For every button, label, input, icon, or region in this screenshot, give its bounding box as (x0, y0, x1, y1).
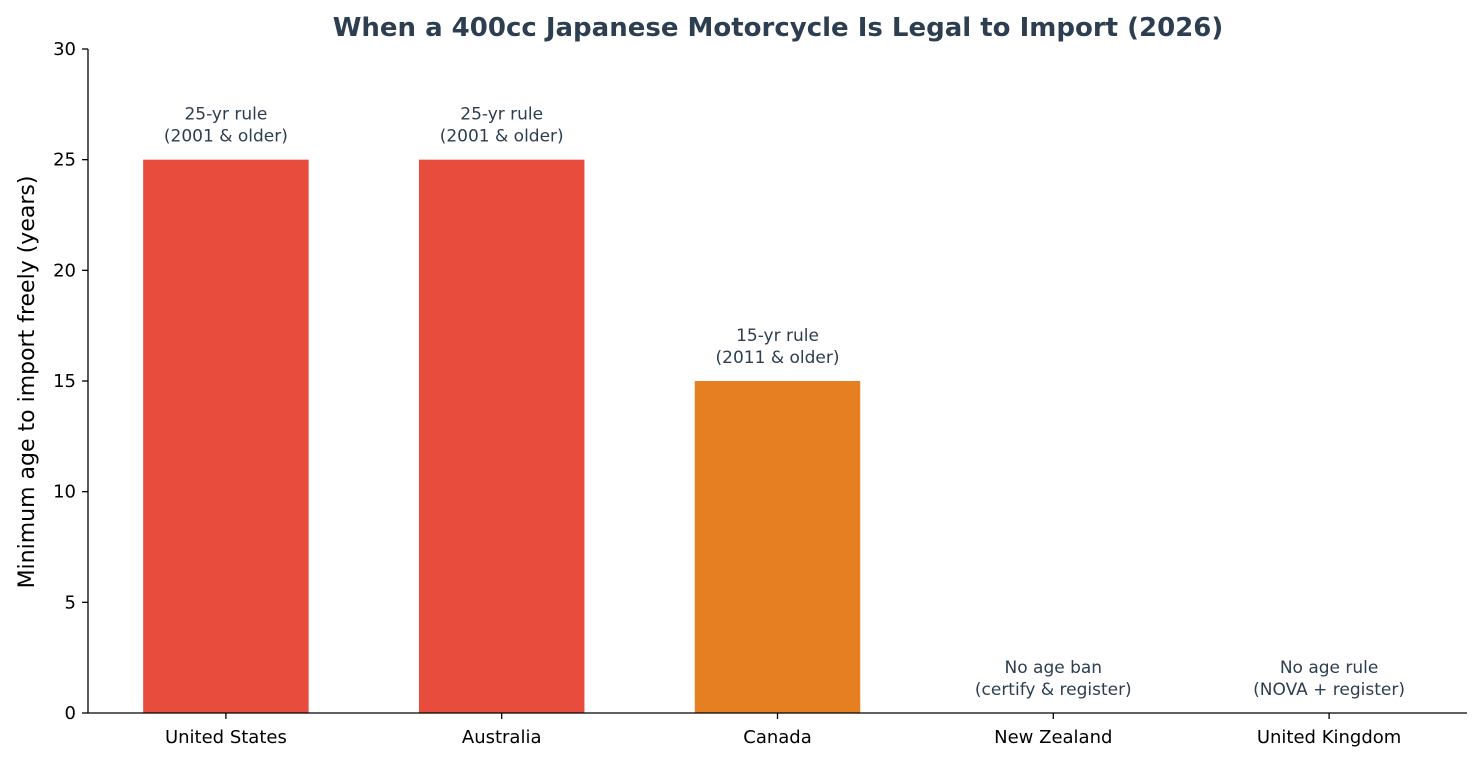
y-axis-label: Minimum age to import freely (years) (15, 176, 40, 589)
bar-annotation-line: (2011 & older) (716, 348, 840, 368)
x-tick-label: United States (165, 727, 287, 748)
y-tick-label: 10 (53, 482, 76, 503)
bars-group (143, 159, 861, 713)
y-tick-label: 20 (53, 260, 76, 281)
bar-annotation-line: 25-yr rule (184, 105, 267, 125)
bar-annotation-line: No age ban (1005, 658, 1103, 678)
chart-title: When a 400cc Japanese Motorcycle Is Lega… (333, 13, 1224, 43)
y-tick-label: 0 (65, 703, 76, 724)
y-tick-label: 25 (53, 150, 76, 171)
bar-annotation-line: (2001 & older) (440, 127, 564, 147)
bar-united-states (143, 159, 309, 713)
bar-annotation-line: No age rule (1280, 658, 1379, 678)
x-tick-label: Canada (743, 727, 812, 748)
y-tick-label: 15 (53, 371, 76, 392)
bar-annotation-line: (NOVA + register) (1253, 680, 1405, 700)
bar-annotation-line: 15-yr rule (736, 326, 819, 346)
bar-canada (694, 381, 861, 713)
x-axis: United States Australia Canada New Zealand U… (88, 712, 1467, 748)
bar-annotation-line: (2001 & older) (164, 127, 288, 147)
bar-annotation-line: 25-yr rule (460, 105, 543, 125)
annotations-group: 25-yr rule(2001 & older)25-yr rule(2001 … (164, 105, 1405, 700)
bar-australia (418, 159, 585, 713)
y-axis: 0 5 10 15 20 25 30 (53, 39, 89, 724)
x-tick-label: United Kingdom (1257, 727, 1401, 748)
x-tick-label: Australia (462, 727, 542, 748)
y-tick-label: 5 (65, 592, 76, 613)
x-tick-label: New Zealand (994, 727, 1112, 748)
bar-annotation-line: (certify & register) (975, 680, 1132, 700)
y-tick-label: 30 (53, 39, 76, 60)
